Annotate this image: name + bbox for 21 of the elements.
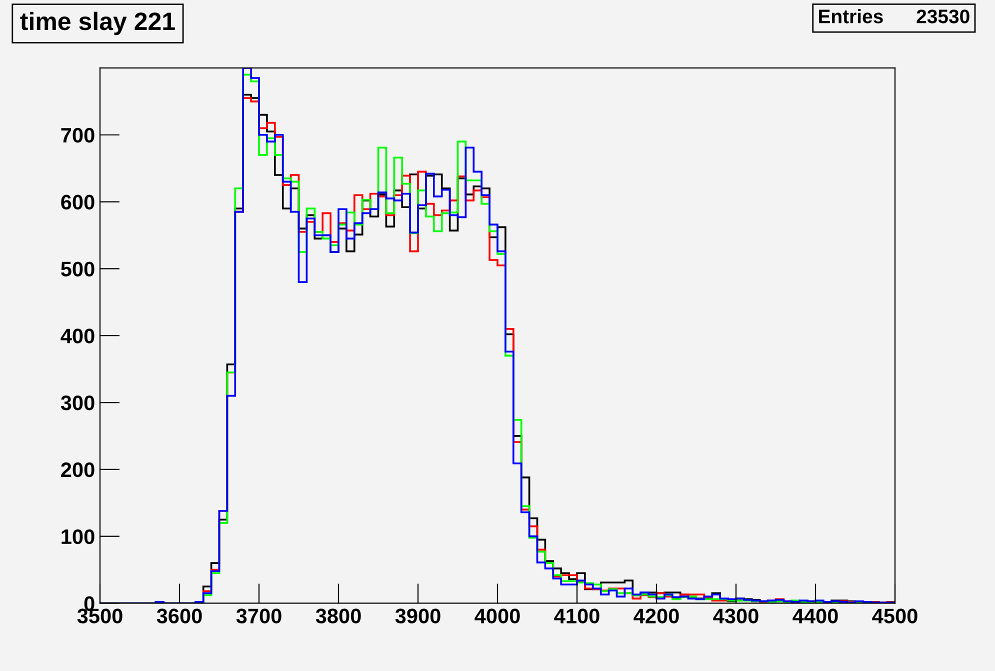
x-tick-label: 3700 — [236, 608, 282, 624]
x-tick-label: 4000 — [474, 608, 520, 624]
chart-title: time slay 221 — [20, 12, 175, 36]
x-tick-label: 4300 — [713, 608, 758, 624]
x-tick-label: 3500 — [77, 608, 122, 624]
y-tick-label: 600 — [61, 194, 94, 210]
y-tick-label: 0 — [84, 596, 94, 611]
x-tick-label: 3800 — [316, 608, 361, 624]
x-tick-label: 4200 — [634, 608, 679, 624]
x-tick-label: 3600 — [156, 608, 202, 624]
y-tick-label: 400 — [60, 328, 94, 344]
y-tick-label: 500 — [61, 262, 94, 276]
y-tick-label: 700 — [61, 128, 94, 143]
x-tick-label: 4100 — [554, 608, 600, 624]
x-tick-label: 3900 — [395, 608, 440, 624]
y-tick-label: 300 — [60, 396, 94, 410]
y-tick-label: 100 — [62, 529, 94, 544]
y-tick-label: 200 — [61, 462, 94, 478]
x-tick-label: 4400 — [792, 608, 838, 624]
text: Entries 23530 — [819, 9, 970, 24]
x-tick-label: 4500 — [872, 608, 918, 624]
